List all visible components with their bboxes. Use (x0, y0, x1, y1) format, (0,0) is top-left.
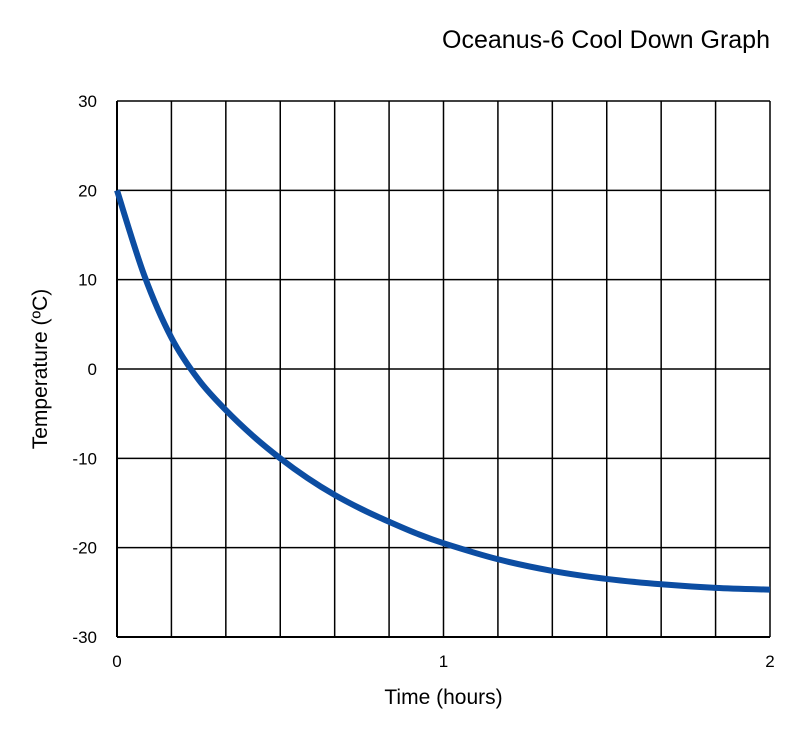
y-tick-label: 30 (78, 92, 97, 111)
x-tick-label: 1 (439, 652, 448, 671)
cooldown-curve (114, 189, 771, 593)
y-tick-label: -10 (72, 449, 97, 468)
y-tick-label: 0 (88, 360, 97, 379)
y-tick-label: -20 (72, 539, 97, 558)
chart-title: Oceanus-6 Cool Down Graph (442, 26, 770, 54)
x-tick-label: 2 (765, 652, 774, 671)
x-tick-label: 0 (112, 652, 121, 671)
y-tick-label: -30 (72, 628, 97, 647)
y-tick-label: 10 (78, 271, 97, 290)
y-tick-label: 20 (78, 181, 97, 200)
x-axis-label: Time (hours) (384, 686, 502, 709)
y-axis-label: Temperature (ºC) (29, 289, 52, 450)
